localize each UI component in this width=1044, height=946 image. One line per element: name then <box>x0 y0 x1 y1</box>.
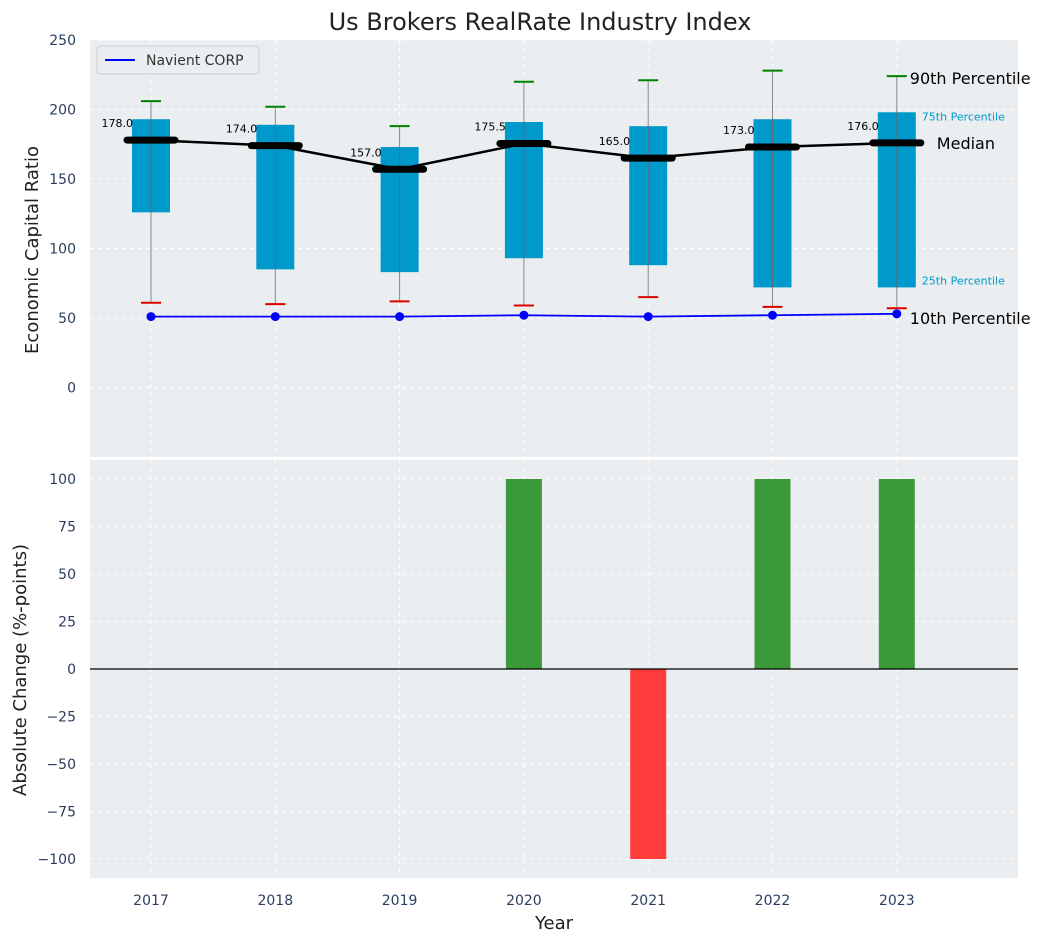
top-y-tick-label: 0 <box>67 381 76 397</box>
median-value-label: 173.0 <box>723 124 755 137</box>
median-value-label: 175.5 <box>474 121 506 134</box>
bottom-y-tick-label: 0 <box>67 662 76 678</box>
bottom-y-tick-label: −100 <box>38 852 76 868</box>
legend: Navient CORP <box>96 45 260 75</box>
change-bar <box>754 479 791 669</box>
median-value-label: 165.0 <box>599 135 631 148</box>
company-point <box>768 310 777 320</box>
x-axis-label: Year <box>534 913 574 934</box>
top-y-tick-label: 100 <box>49 242 76 258</box>
company-point <box>146 312 156 322</box>
annotation-90th-percentile: 90th Percentile <box>910 69 1031 88</box>
median-value-label: 178.0 <box>102 117 134 130</box>
top-panel-y-ticks: 0 50 100 150 200 250 <box>49 33 76 397</box>
x-tick-label: 2019 <box>382 893 418 909</box>
x-tick-label: 2021 <box>630 893 666 909</box>
x-tick-label: 2023 <box>879 893 915 909</box>
bottom-y-tick-label: 50 <box>58 567 76 583</box>
x-tick-label: 2022 <box>755 893 791 909</box>
change-bar <box>878 479 915 669</box>
company-point <box>270 312 280 322</box>
x-tick-label: 2018 <box>257 893 293 909</box>
bottom-y-tick-label: 25 <box>58 615 76 631</box>
top-y-tick-label: 250 <box>49 33 76 49</box>
top-panel-marks: 178.0 174.0 157.0 175.5 165.0 173.0 176.0 90th … <box>102 69 1031 328</box>
x-tick-label: 2017 <box>133 893 169 909</box>
x-tick-label: 2020 <box>506 893 542 909</box>
company-point <box>519 310 529 320</box>
company-point <box>395 312 405 322</box>
top-y-tick-label: 50 <box>58 311 76 327</box>
change-bar <box>630 669 667 859</box>
company-point <box>892 309 902 319</box>
bottom-panel-y-axis-label: Absolute Change (%-points) <box>10 544 31 796</box>
legend-box <box>96 45 260 75</box>
top-y-tick-label: 200 <box>49 103 76 119</box>
change-bar <box>505 479 542 669</box>
bottom-y-tick-label: −75 <box>46 805 76 821</box>
bottom-y-tick-label: −25 <box>46 710 76 726</box>
chart-title: Us Brokers RealRate Industry Index <box>329 8 752 36</box>
annotation-75th-percentile: 75th Percentile <box>922 110 1005 123</box>
bottom-panel-marks <box>90 479 1018 859</box>
median-value-label: 174.0 <box>226 123 258 136</box>
median-value-label: 176.0 <box>847 120 879 133</box>
bottom-y-tick-label: −50 <box>46 757 76 773</box>
bottom-panel-y-ticks: −100 −75 −50 −25 0 25 50 75 100 <box>38 472 76 868</box>
legend-label: Navient CORP <box>146 53 244 69</box>
annotation-25th-percentile: 25th Percentile <box>922 274 1005 287</box>
annotation-median: Median <box>937 134 995 153</box>
bottom-y-tick-label: 100 <box>49 472 76 488</box>
median-value-label: 157.0 <box>350 146 382 159</box>
annotation-10th-percentile: 10th Percentile <box>910 309 1031 328</box>
x-axis-ticks: 2017 2018 2019 2020 2021 2022 2023 <box>133 893 914 909</box>
bottom-y-tick-label: 75 <box>58 520 76 536</box>
top-y-tick-label: 150 <box>49 172 76 188</box>
company-point <box>643 312 653 322</box>
top-panel-y-axis-label: Economic Capital Ratio <box>22 146 43 354</box>
